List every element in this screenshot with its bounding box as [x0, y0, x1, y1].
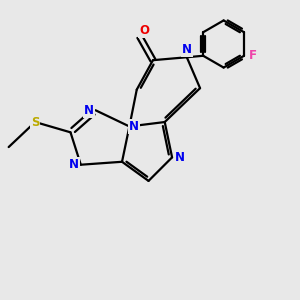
Text: N: N	[84, 104, 94, 117]
Text: N: N	[129, 120, 139, 133]
Text: O: O	[139, 24, 149, 37]
Text: F: F	[248, 49, 256, 62]
Text: N: N	[175, 151, 185, 164]
Text: S: S	[31, 116, 39, 128]
Text: N: N	[182, 43, 192, 56]
Text: N: N	[69, 158, 79, 171]
